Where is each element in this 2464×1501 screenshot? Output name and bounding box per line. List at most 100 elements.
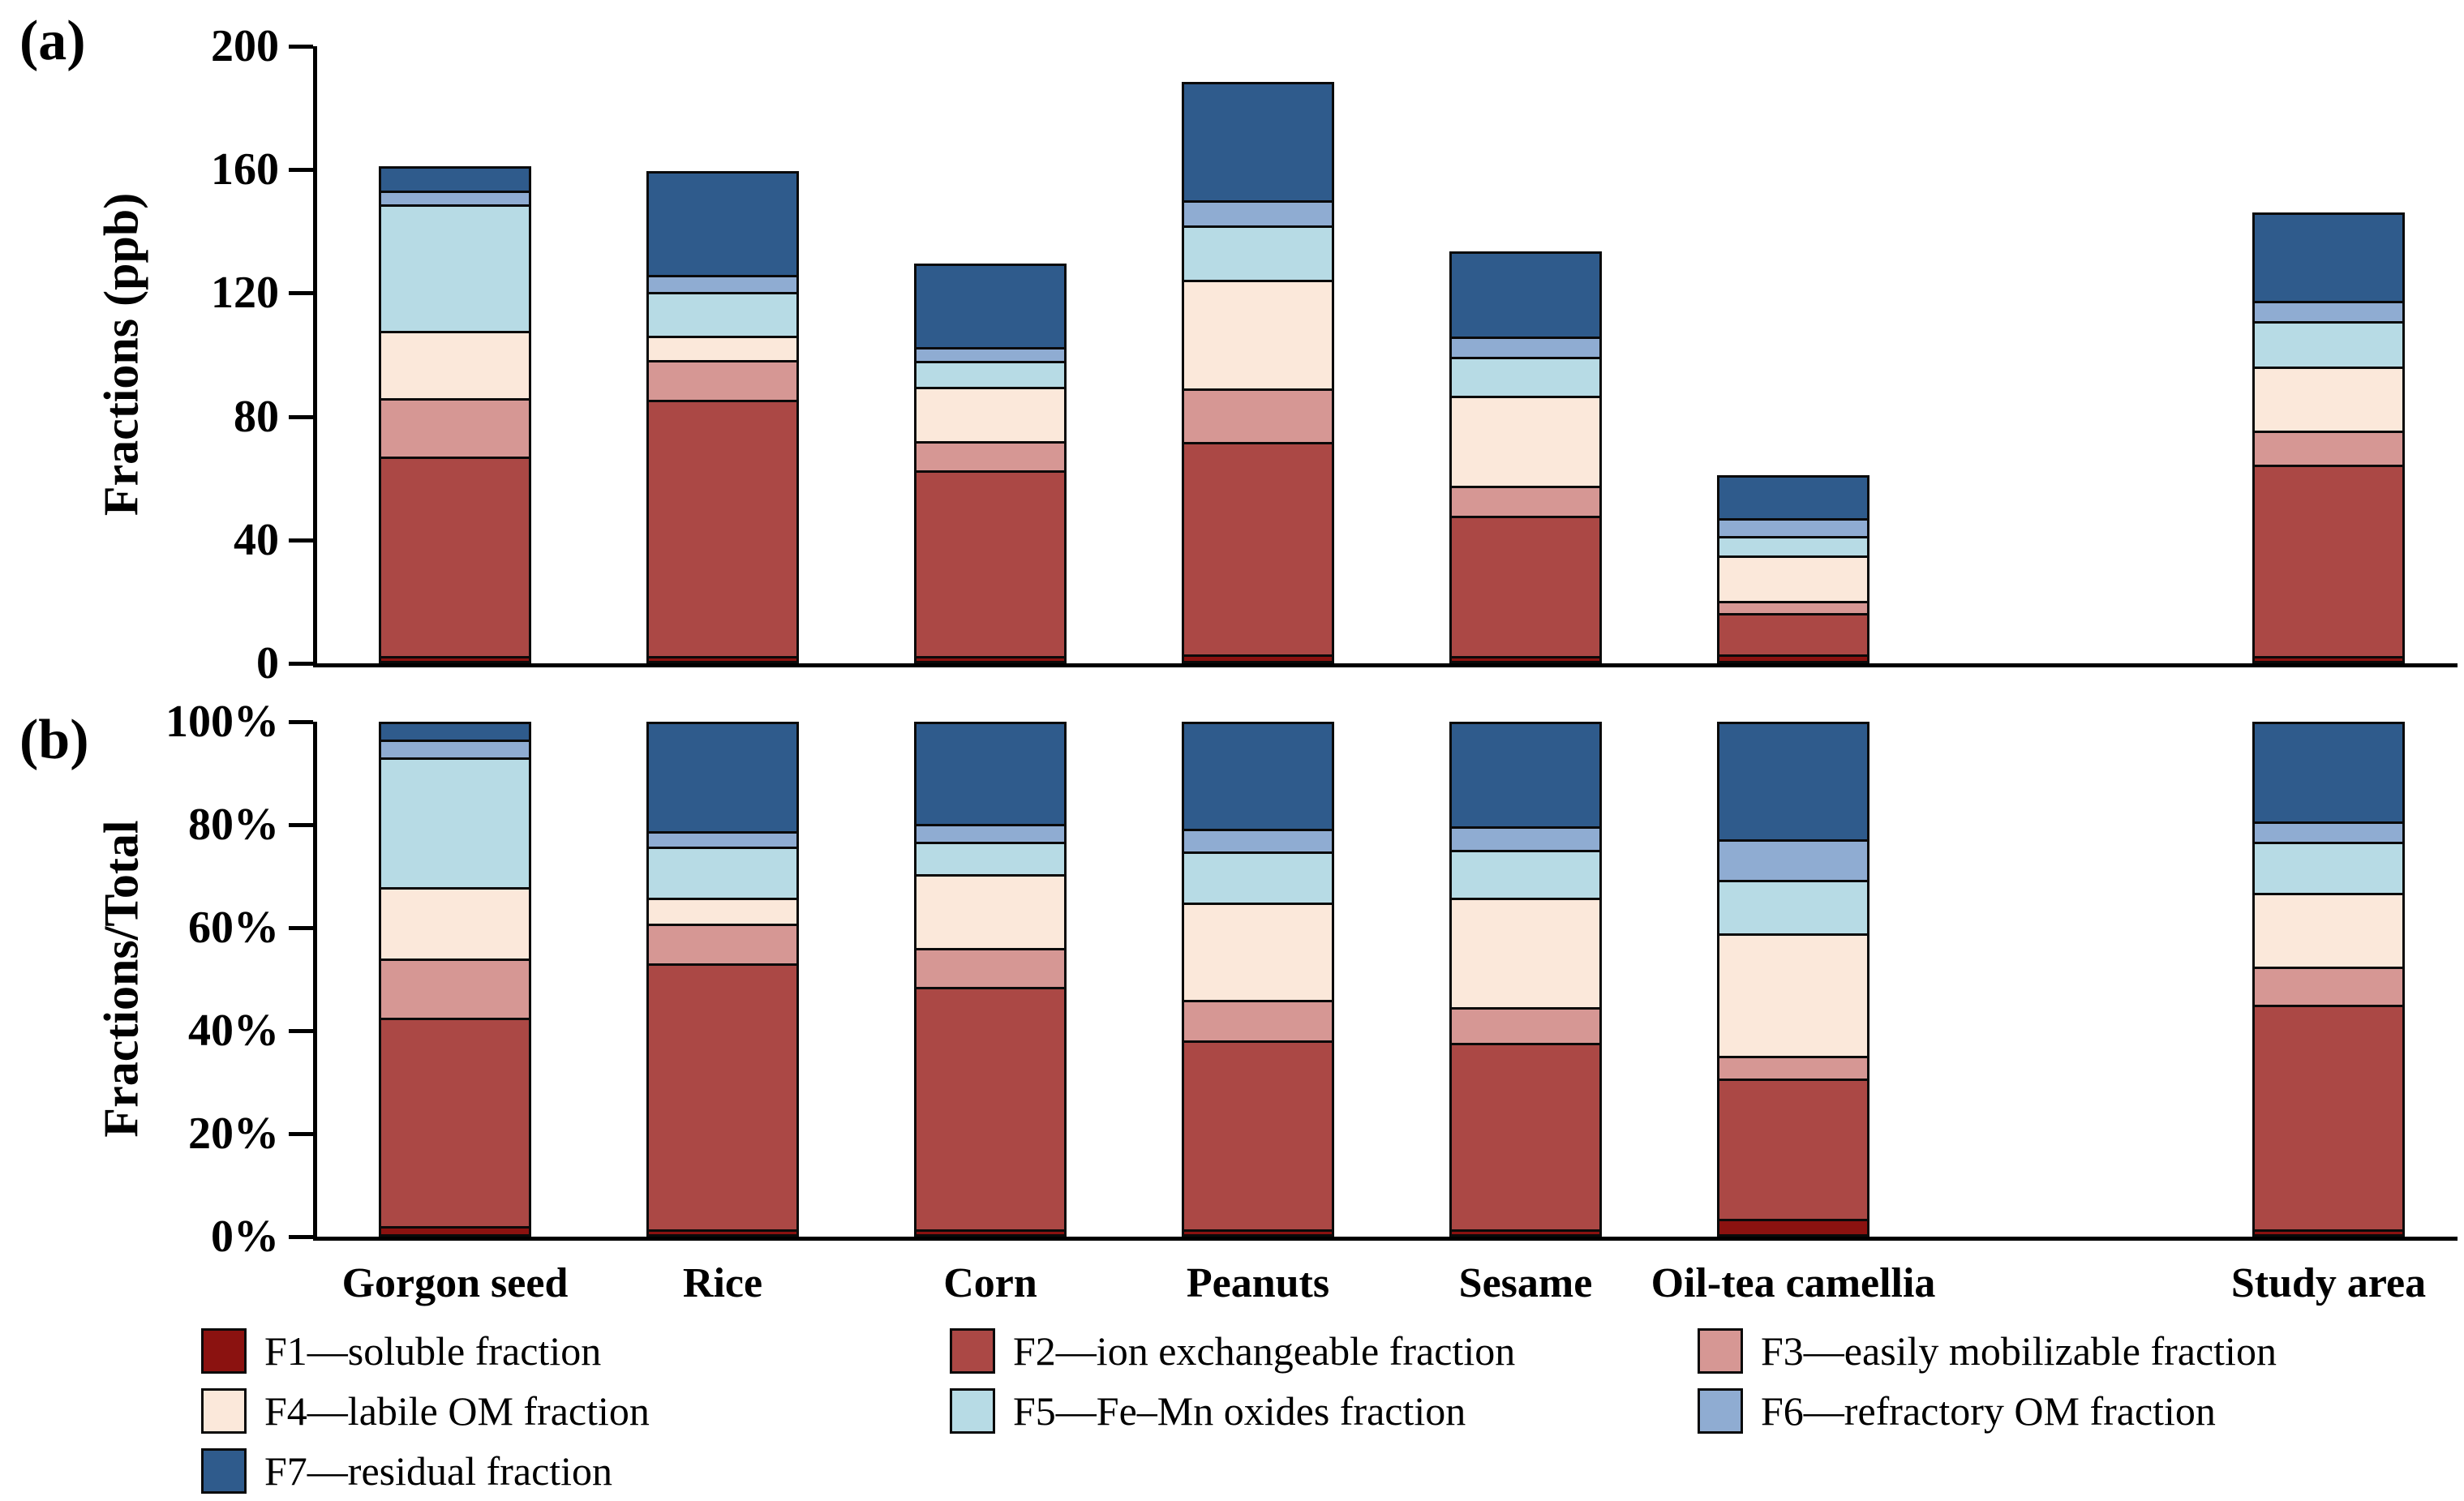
legend-swatch-f5-icon: [950, 1388, 995, 1434]
category-label-study-area: Study area: [2230, 1260, 2427, 1306]
segment-f2: [1452, 1043, 1599, 1230]
segment-f3: [1719, 1056, 1867, 1079]
y-axis-title-a: Fractions (ppb): [94, 192, 148, 517]
segment-f2: [916, 986, 1064, 1230]
segment-f6: [2255, 821, 2402, 842]
y-tick-label: 80%: [188, 800, 279, 850]
segment-f2: [2255, 1004, 2402, 1230]
segment-f5: [381, 757, 529, 888]
category-label-gorgon-seed: Gorgon seed: [341, 1260, 569, 1306]
legend-item-f5: F5—Fe–Mn oxides fraction: [950, 1388, 1698, 1434]
segment-f1: [381, 1226, 529, 1234]
legend-label-f5: F5—Fe–Mn oxides fraction: [1013, 1388, 1466, 1434]
segment-f5: [1719, 536, 1867, 556]
segment-f3: [1452, 485, 1599, 517]
segment-f4: [381, 331, 529, 399]
legend-swatch-f7-icon: [201, 1448, 247, 1494]
segment-f1: [916, 1229, 1064, 1234]
segment-f5: [1184, 851, 1332, 903]
segment-f2: [649, 963, 796, 1230]
segment-f4: [2255, 366, 2402, 431]
panel-b-label: (b): [19, 709, 89, 771]
y-tick-label: 40%: [188, 1006, 279, 1056]
segment-f5: [916, 841, 1064, 875]
segment-f6: [916, 346, 1064, 361]
y-tick-mark: [289, 720, 313, 724]
segment-f6: [381, 190, 529, 204]
bar-study-area-b: [2252, 722, 2405, 1237]
legend-label-f2: F2—ion exchangeable fraction: [1013, 1328, 1516, 1374]
segment-f4: [649, 897, 796, 924]
y-tick-mark: [289, 168, 313, 173]
legend-item-f7: F7—residual fraction: [201, 1448, 950, 1494]
segment-f7: [916, 266, 1064, 347]
y-tick-mark: [289, 1235, 313, 1239]
segment-f7: [1719, 724, 1867, 839]
category-label-peanuts: Peanuts: [1186, 1260, 1330, 1306]
legend-item-f1: F1—soluble fraction: [201, 1328, 950, 1374]
y-tick-label: 0: [256, 638, 279, 688]
legend-swatch-f2-icon: [950, 1328, 995, 1374]
segment-f4: [1719, 555, 1867, 601]
segment-f1: [1719, 1219, 1867, 1234]
y-tick-mark: [289, 662, 313, 666]
segment-f7: [2255, 215, 2402, 301]
segment-f6: [649, 274, 796, 292]
segment-f6: [1719, 517, 1867, 537]
segment-f6: [1184, 828, 1332, 852]
segment-f2: [916, 470, 1064, 657]
y-axis-title-b: Fractions/Total: [94, 820, 148, 1138]
segment-f4: [2255, 893, 2402, 967]
segment-f6: [649, 830, 796, 847]
legend-item-f4: F4—labile OM fraction: [201, 1388, 950, 1434]
x-axis-line: [313, 1237, 2458, 1241]
segment-f3: [1452, 1006, 1599, 1044]
segment-f6: [1452, 826, 1599, 850]
category-label-oil-tea-camellia: Oil-tea camellia: [1651, 1260, 1936, 1306]
segment-f1: [1719, 654, 1867, 661]
segment-f2: [1184, 442, 1332, 655]
legend-label-f4: F4—labile OM fraction: [264, 1388, 650, 1434]
segment-f5: [649, 291, 796, 337]
segment-f4: [916, 387, 1064, 442]
y-tick-mark: [289, 45, 313, 49]
bar-corn-a: [914, 264, 1067, 663]
bar-study-area-a: [2252, 212, 2405, 663]
segment-f3: [2255, 967, 2402, 1005]
x-axis-line: [313, 663, 2458, 667]
segment-f1: [2255, 1229, 2402, 1234]
segment-f2: [2255, 464, 2402, 657]
segment-f4: [1184, 279, 1332, 388]
legend-label-f6: F6—refractory OM fraction: [1761, 1388, 2216, 1434]
segment-f2: [649, 400, 796, 657]
y-tick-label: 0%: [211, 1212, 279, 1262]
bar-oil-tea-camellia-a: [1717, 475, 1869, 663]
legend-swatch-f4-icon: [201, 1388, 247, 1434]
y-tick-mark: [289, 291, 313, 296]
legend-label-f3: F3—easily mobilizable fraction: [1761, 1328, 2277, 1374]
segment-f3: [916, 948, 1064, 987]
y-tick-mark: [289, 926, 313, 930]
segment-f1: [1184, 1229, 1332, 1234]
segment-f7: [916, 724, 1064, 824]
category-label-corn: Corn: [943, 1260, 1037, 1306]
segment-f3: [381, 398, 529, 457]
y-tick-label: 100%: [165, 697, 279, 747]
segment-f2: [1719, 612, 1867, 655]
legend-item-f3: F3—easily mobilizable fraction: [1698, 1328, 2277, 1374]
segment-f1: [1452, 656, 1599, 661]
segment-f6: [916, 823, 1064, 842]
bar-corn-b: [914, 722, 1067, 1237]
y-tick-label: 20%: [188, 1109, 279, 1159]
segment-f1: [649, 1229, 796, 1234]
segment-f1: [649, 656, 796, 661]
segment-f3: [1184, 388, 1332, 443]
segment-f2: [1719, 1078, 1867, 1220]
segment-f7: [381, 724, 529, 740]
segment-f1: [1184, 654, 1332, 661]
segment-f5: [1452, 357, 1599, 396]
segment-f1: [1452, 1229, 1599, 1234]
segment-f7: [1719, 478, 1867, 518]
y-tick-mark: [289, 414, 313, 419]
segment-f6: [1719, 838, 1867, 881]
